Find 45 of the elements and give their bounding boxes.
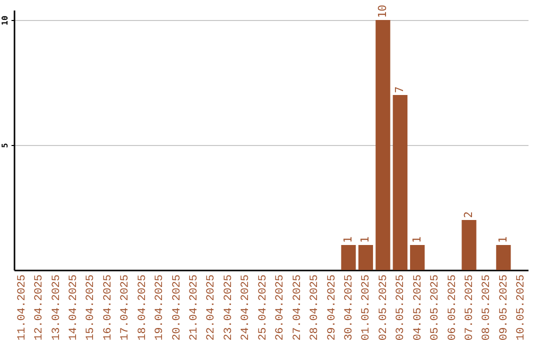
x-tick-label: 16.04.2025 (102, 274, 114, 340)
data-label: 10 (376, 4, 389, 18)
x-tick-label: 12.04.2025 (34, 274, 46, 340)
x-tick-label: 22.04.2025 (206, 274, 218, 340)
bar (496, 245, 511, 270)
x-tick-label: 21.04.2025 (188, 274, 201, 340)
x-tick-label: 05.05.2025 (430, 274, 442, 340)
bar (341, 245, 356, 270)
data-label: 1 (496, 236, 510, 243)
x-tick-label: 09.05.2025 (498, 274, 510, 340)
x-tick-label: 08.05.2025 (481, 274, 494, 340)
bar (462, 220, 476, 270)
x-tick-label: 28.04.2025 (309, 274, 322, 340)
x-tick-label: 02.05.2025 (378, 274, 390, 340)
bar (410, 245, 425, 270)
x-tick-label: 10.05.2025 (516, 274, 528, 340)
y-tick-label: 5 (0, 142, 10, 148)
x-tick-label: 25.04.2025 (257, 274, 270, 340)
data-label: 1 (358, 236, 372, 243)
data-label: 1 (341, 236, 354, 243)
x-tick-label: 04.05.2025 (412, 274, 424, 340)
x-tick-label: 30.04.2025 (343, 274, 356, 340)
x-tick-label: 17.04.2025 (120, 274, 132, 340)
x-tick-label: 13.04.2025 (50, 274, 63, 340)
x-tick-label: 20.04.2025 (171, 274, 184, 340)
x-tick-label: 26.04.2025 (274, 274, 287, 340)
x-tick-label: 19.04.2025 (154, 274, 166, 340)
x-tick-label: 03.05.2025 (395, 274, 408, 340)
x-tick-label: 06.05.2025 (446, 274, 459, 340)
x-tick-label: 23.04.2025 (222, 274, 235, 340)
x-tick-label: 01.05.2025 (360, 274, 373, 340)
x-tick-label: 29.04.2025 (326, 274, 338, 340)
data-label: 7 (393, 86, 406, 93)
x-tick-label: 15.04.2025 (85, 274, 98, 340)
bar (392, 95, 408, 270)
x-tick-label: 07.05.2025 (464, 274, 476, 340)
bar (358, 245, 374, 270)
data-label: 1 (410, 236, 424, 243)
x-tick-label: 24.04.2025 (240, 274, 252, 340)
x-tick-label: 18.04.2025 (136, 274, 149, 340)
x-tick-label: 14.04.2025 (68, 274, 80, 340)
bar (376, 20, 390, 270)
x-tick-label: 27.04.2025 (292, 274, 304, 340)
data-label: 2 (462, 211, 476, 218)
x-tick-label: 11.04.2025 (16, 274, 28, 340)
